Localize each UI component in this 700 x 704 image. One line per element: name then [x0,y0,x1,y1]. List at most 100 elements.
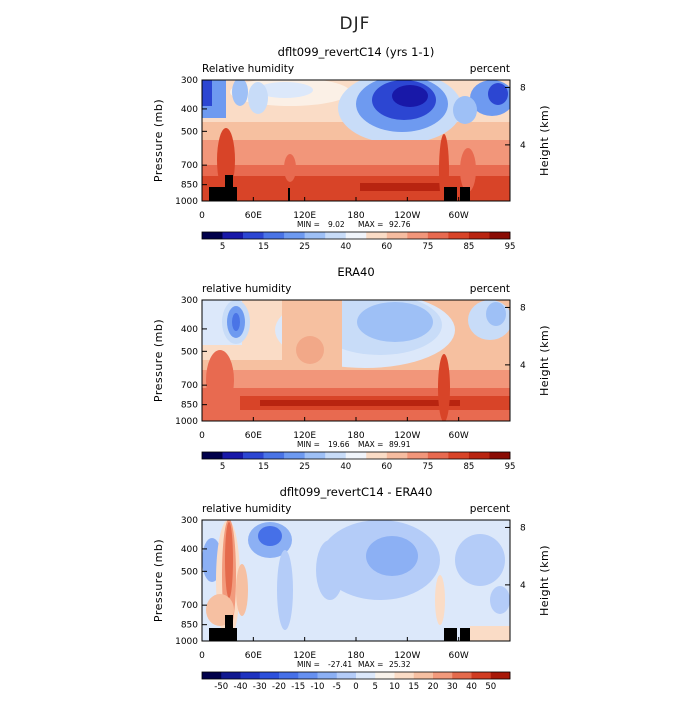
colorbar-swatch [202,232,223,239]
colorbar-swatch [325,232,347,239]
colorbar-label: 20 [428,682,439,692]
colorbar-swatch [259,672,280,679]
x-tick-label: 180 [347,431,364,441]
panel-title: dflt099_revertC14 - ERA40 [280,485,433,499]
topography [460,628,470,641]
colorbar-swatch [202,452,223,459]
contour-band [490,586,510,614]
colorbar-swatch [240,672,261,679]
topography [209,628,237,641]
contour-band [453,96,477,124]
y-tick-label: 500 [181,567,198,577]
topography [444,187,457,201]
colorbar-swatch [386,232,408,239]
x-tick-label: 0 [199,211,205,221]
colorbar-swatch [263,232,285,239]
x-tick-label: 120E [293,651,316,661]
colorbar-swatch [325,452,347,459]
colorbar-label: 0 [353,682,358,692]
contour-band [284,154,296,182]
contour-band [486,302,506,326]
panel-title: dflt099_revertC14 (yrs 1-1) [278,45,435,59]
colorbar-label: 10 [389,682,400,692]
y-tick-label: 400 [181,325,198,335]
y-axis-label: Pressure (mb) [152,99,165,182]
colorbar-label: 5 [220,242,225,252]
x-tick-label: 0 [199,651,205,661]
contour-band [438,354,450,421]
y2-axis-label: Height (km) [538,105,551,176]
colorbar-swatch [222,452,244,459]
max-label: MAX = [358,660,383,669]
contour-band [316,540,344,600]
x-tick-label: 120E [293,431,316,441]
colorbar-label: 5 [373,682,378,692]
max-label: MAX = [358,220,383,229]
colorbar-swatch [284,232,305,239]
colorbar-label: 40 [340,462,351,472]
y-tick-label: 1000 [175,197,198,207]
colorbar-label: -20 [272,682,286,692]
y-tick-label: 400 [181,545,198,555]
y-tick-label: 500 [181,127,198,137]
y-tick-label: 700 [181,381,198,391]
colorbar-swatch [490,672,511,679]
contour-band [202,80,212,106]
colorbar-swatch [489,452,511,459]
contour-band [232,80,248,106]
colorbar-label: 95 [505,242,516,252]
axes: 300 400 500 700 850 1000 8 4 0 60E 120E 180 120W 60W P… [152,516,551,661]
colorbar-label: 75 [422,242,433,252]
max-value: 25.32 [389,660,411,669]
colorbar-swatch [375,672,395,679]
colorbar-swatch [221,672,241,679]
colorbar-label: 60 [381,462,392,472]
colorbar-label: -50 [214,682,228,692]
colorbar-label: 15 [258,242,269,252]
panel-title: ERA40 [337,265,374,279]
x-tick-label: 60W [448,651,468,661]
contour-field [202,80,510,201]
contour-band [392,85,428,107]
colorbar-swatch [407,452,429,459]
y2-tick-label: 4 [520,581,526,591]
min-value: -27.41 [328,660,352,669]
colorbar-frame [201,671,511,680]
variable-label: relative humidity [202,283,291,295]
colorbar-label: 15 [258,462,269,472]
x-tick-label: 120E [293,211,316,221]
colorbar-swatch [345,452,367,459]
topography [225,615,233,629]
colorbar-swatch [317,672,338,679]
colorbar-swatch [366,452,388,459]
colorbar-label: 60 [381,242,392,252]
topography [209,187,237,201]
axes: 300 400 500 700 850 1000 8 4 0 60E 120E 180 120W 60W P… [152,76,551,221]
variable-label: Relative humidity [202,63,294,75]
colorbar-label: -15 [291,682,305,692]
x-tick-label: 60W [448,211,468,221]
figure-title: DJF [340,14,371,34]
colorbar-label: 40 [340,242,351,252]
x-tick-label: 180 [347,211,364,221]
x-tick-label: 60E [245,211,262,221]
y2-tick-label: 8 [520,523,526,533]
contour-band [277,550,293,630]
colorbar-swatch [413,672,434,679]
x-tick-label: 60E [245,431,262,441]
colorbar-label: 30 [447,682,458,692]
contour-band [455,534,505,586]
min-value: 9.02 [328,220,345,229]
contour-band [439,134,449,201]
topography [444,628,457,641]
colorbar-swatch [202,672,222,679]
x-tick-label: 0 [199,431,205,441]
colorbar-swatch [304,452,326,459]
colorbar-swatch [452,672,472,679]
y2-tick-label: 8 [520,83,526,93]
contour-field [202,520,510,641]
colorbar-label: 85 [464,242,475,252]
y-tick-label: 700 [181,161,198,171]
